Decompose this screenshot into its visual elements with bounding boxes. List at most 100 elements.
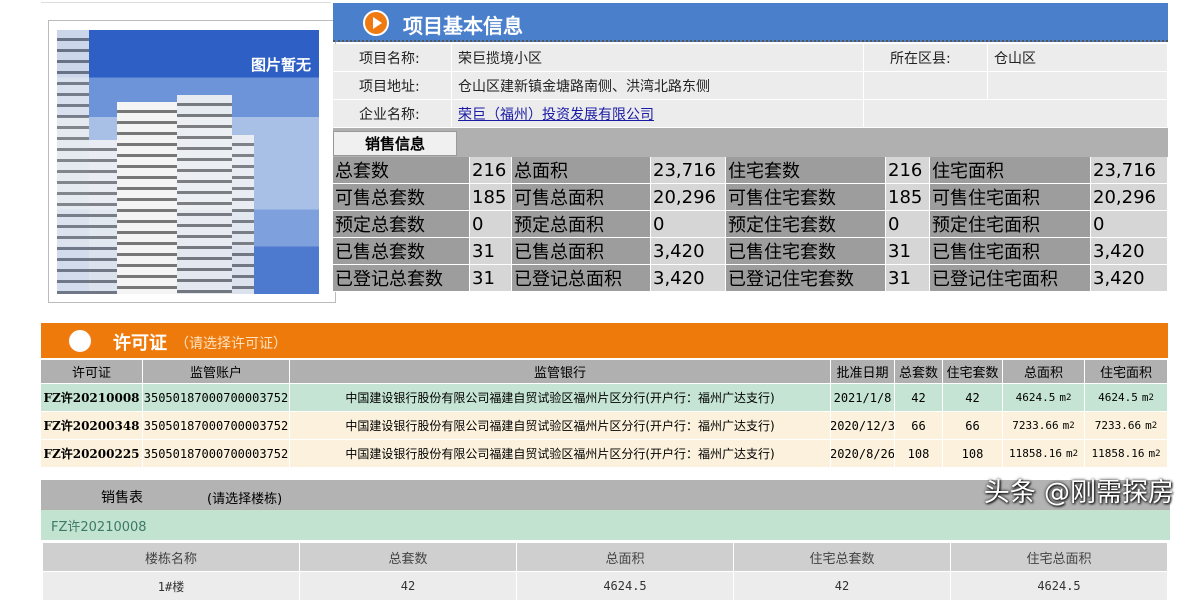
column-header: 住宅套数: [943, 360, 1003, 384]
permit-header: 许可证 （请选择许可证）: [41, 323, 1168, 358]
stat-label: 总面积: [512, 157, 651, 184]
permit-cell: 42: [895, 384, 943, 412]
label: 项目名称:: [333, 44, 452, 72]
unit: m: [1141, 391, 1149, 404]
building-link[interactable]: 1#楼: [43, 572, 300, 601]
permit-link[interactable]: FZ许20200348: [41, 412, 143, 440]
stat-label: 住宅套数: [726, 157, 886, 184]
stat-value: 0: [886, 211, 930, 238]
permit-cell: 中国建设银行股份有限公司福建自贸试验区福州片区分行(开户行：福州广达支行): [290, 384, 831, 412]
permit-cell: 35050187000700003752: [143, 384, 290, 412]
column-header: 楼栋名称: [43, 543, 300, 572]
unit: m: [1065, 447, 1073, 460]
building-cell: 42: [300, 572, 517, 601]
stat-label: 预定总面积: [512, 211, 651, 238]
permit-cell: 11858.16 m 2: [1085, 440, 1168, 468]
placeholder-image: 图片暂无: [57, 30, 319, 294]
stat-value: 23,716: [1091, 157, 1168, 184]
stat-value: 216: [470, 157, 512, 184]
stat-value: 31: [470, 238, 512, 265]
permit-cell: 中国建设银行股份有限公司福建自贸试验区福州片区分行(开户行：福州广达支行): [290, 440, 831, 468]
area-value: 4624.5: [1098, 391, 1138, 404]
area-value: 7233.66: [1094, 419, 1142, 432]
area-value: 11858.16: [1091, 447, 1145, 460]
stat-value: 0: [470, 211, 512, 238]
permit-title: 许可证: [113, 333, 167, 354]
building-cell: 42: [734, 572, 951, 601]
stat-label: 已登记住宅套数: [726, 265, 886, 292]
permit-cell: 66: [943, 412, 1003, 440]
stat-label: 预定住宅套数: [726, 211, 886, 238]
stat-label: 总套数: [333, 157, 470, 184]
stat-value: 31: [886, 265, 930, 292]
stat-label: 已登记总面积: [512, 265, 651, 292]
project-name: 荣巨揽境小区: [452, 44, 864, 72]
column-header: 许可证: [41, 360, 143, 384]
column-header: 住宅面积: [1085, 360, 1168, 384]
company-link[interactable]: 荣巨（福州）投资发展有限公司: [458, 106, 654, 123]
stat-value: 31: [886, 238, 930, 265]
stat-label: 已售总面积: [512, 238, 651, 265]
superscript: 2: [1069, 420, 1075, 431]
stat-label: 住宅面积: [930, 157, 1091, 184]
permit-cell: 35050187000700003752: [143, 412, 290, 440]
superscript: 2: [1148, 392, 1154, 403]
stat-value: 31: [470, 265, 512, 292]
permit-link[interactable]: FZ许20210008: [41, 384, 143, 412]
watermark: 头条 @刚需探房: [983, 478, 1174, 508]
permit-cell: 66: [895, 412, 943, 440]
unit: m: [1148, 447, 1156, 460]
empty-cell: [864, 72, 988, 100]
stat-label: 可售总面积: [512, 184, 651, 211]
building-cell: 4624.5: [951, 572, 1168, 601]
column-header: 监管银行: [290, 360, 831, 384]
stat-label: 已登记住宅面积: [930, 265, 1091, 292]
permit-cell: 4624.5 m 2: [1085, 384, 1168, 412]
divider: [41, 2, 331, 3]
sales-table-title: 销售表: [101, 490, 143, 506]
column-header: 住宅总套数: [734, 543, 951, 572]
sales-table-hint: (请选择楼栋): [207, 492, 283, 507]
area-value: 11858.16: [1008, 447, 1062, 460]
project-address: 仓山区建新镇金塘路南侧、洪湾北路东侧: [452, 72, 864, 100]
permit-cell: 42: [943, 384, 1003, 412]
permit-cell: 35050187000700003752: [143, 440, 290, 468]
stat-value: 216: [886, 157, 930, 184]
stat-label: 可售住宅面积: [930, 184, 1091, 211]
stat-value: 0: [651, 211, 726, 238]
selected-permit: FZ许20210008: [41, 510, 1170, 540]
stat-value: 20,296: [1091, 184, 1168, 211]
superscript: 2: [1151, 420, 1158, 431]
stat-value: 23,716: [651, 157, 726, 184]
stat-value: 185: [886, 184, 930, 211]
sales-info-tabstrip: 销售信息: [333, 128, 1168, 157]
stat-value: 3,420: [651, 238, 726, 265]
permit-cell: 108: [895, 440, 943, 468]
permit-cell: 2020/12/3: [831, 412, 895, 440]
permit-cell: 4624.5 m 2: [1003, 384, 1085, 412]
permit-link[interactable]: FZ许20200225: [41, 440, 143, 468]
stat-label: 已售住宅套数: [726, 238, 886, 265]
column-header: 总面积: [517, 543, 734, 572]
stat-value: 3,420: [1091, 265, 1168, 292]
empty-cell: [864, 100, 1168, 128]
unit: m: [1059, 391, 1066, 404]
stat-value: 20,296: [651, 184, 726, 211]
permit-cell: 2021/1/8: [831, 384, 895, 412]
stat-label: 已售住宅面积: [930, 238, 1091, 265]
label: 企业名称:: [333, 100, 452, 128]
permit-cell: 2020/8/26: [831, 440, 895, 468]
column-header: 总面积: [1003, 360, 1085, 384]
label: 项目地址:: [333, 72, 452, 100]
area-value: 7233.66: [1012, 419, 1059, 432]
column-header: 总套数: [300, 543, 517, 572]
tab-sales-info[interactable]: 销售信息: [333, 131, 457, 156]
section-title: 项目基本信息: [403, 14, 523, 38]
project-photo: 图片暂无: [48, 20, 336, 303]
superscript: 2: [1072, 448, 1079, 459]
stat-value: 185: [470, 184, 512, 211]
column-header: 监管账户: [143, 360, 290, 384]
empty-cell: [988, 72, 1168, 100]
no-image-label: 图片暂无: [250, 56, 311, 74]
superscript: 2: [1065, 392, 1072, 403]
